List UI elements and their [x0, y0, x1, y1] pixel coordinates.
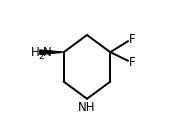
Text: F: F	[129, 33, 136, 46]
Text: H: H	[31, 46, 40, 59]
Text: NH: NH	[78, 101, 96, 114]
Text: F: F	[129, 56, 136, 68]
Polygon shape	[40, 50, 64, 54]
Text: 2: 2	[38, 52, 44, 61]
Text: N: N	[43, 46, 52, 59]
